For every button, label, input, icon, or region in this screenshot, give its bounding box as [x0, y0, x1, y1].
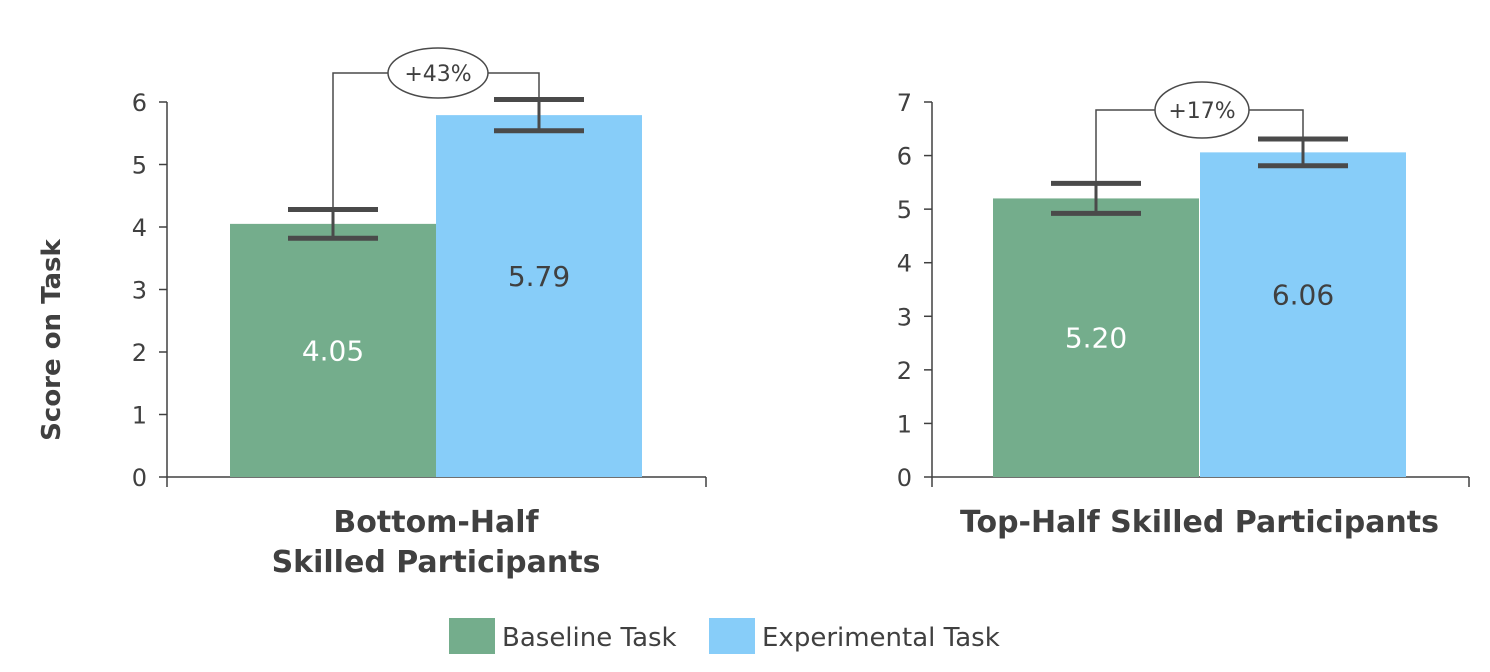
annotation-label: +43%	[404, 62, 471, 87]
annotation-bubble	[387, 47, 489, 99]
y-tick-label: 6	[897, 143, 912, 171]
legend-swatch-experimental	[709, 618, 755, 654]
y-tick-label: 5	[897, 196, 912, 224]
y-tick-label: 7	[897, 89, 912, 117]
annotation-bracket-right	[488, 72, 540, 100]
annotation-bracket-left	[1095, 109, 1155, 184]
data-label: 5.20	[1065, 322, 1127, 355]
chart-panel-2: 0 1 2 3 4 5 6 7 5.20 6.06 +17% Top-Half Skilled Par…	[897, 81, 1470, 540]
y-tick-label: 3	[897, 303, 912, 331]
bar-experimental	[436, 115, 642, 477]
bar-baseline	[993, 198, 1199, 477]
chart-panel-1: 0 1 2 3 4 5 6 Score on Task 4.05 5.79 +43% Bottom-H…	[37, 47, 707, 580]
y-tick-label: 2	[132, 339, 147, 367]
legend-label: Baseline Task	[502, 623, 677, 653]
bar-baseline	[230, 223, 436, 477]
data-label: 4.05	[302, 334, 364, 367]
data-label: 5.79	[508, 260, 570, 293]
annotation-bracket-right	[1249, 109, 1304, 139]
y-axis-label: Score on Task	[37, 238, 67, 440]
legend-label: Experimental Task	[762, 623, 1000, 653]
y-tick-label: 0	[897, 464, 912, 492]
x-axis-label: Top-Half Skilled Participants	[960, 505, 1439, 540]
bar-experimental	[1200, 152, 1406, 477]
y-tick-label: 1	[132, 402, 147, 430]
y-tick-label: 6	[132, 89, 147, 117]
legend: Baseline Task Experimental Task	[449, 618, 1000, 654]
annotation-label: +17%	[1168, 99, 1235, 124]
y-tick-label: 5	[132, 152, 147, 180]
y-tick-label: 0	[132, 464, 147, 492]
annotation-bracket-left	[332, 72, 388, 210]
x-axis-label: Bottom-Half	[333, 505, 539, 540]
y-tick-label: 2	[897, 357, 912, 385]
annotation-bubble	[1154, 81, 1250, 139]
y-tick-label: 1	[897, 410, 912, 438]
legend-swatch-baseline	[449, 618, 495, 654]
data-label: 6.06	[1272, 279, 1334, 312]
y-tick-label: 3	[132, 277, 147, 305]
x-axis-label: Skilled Participants	[272, 545, 601, 580]
y-tick-label: 4	[132, 214, 147, 242]
y-tick-label: 4	[897, 250, 912, 278]
